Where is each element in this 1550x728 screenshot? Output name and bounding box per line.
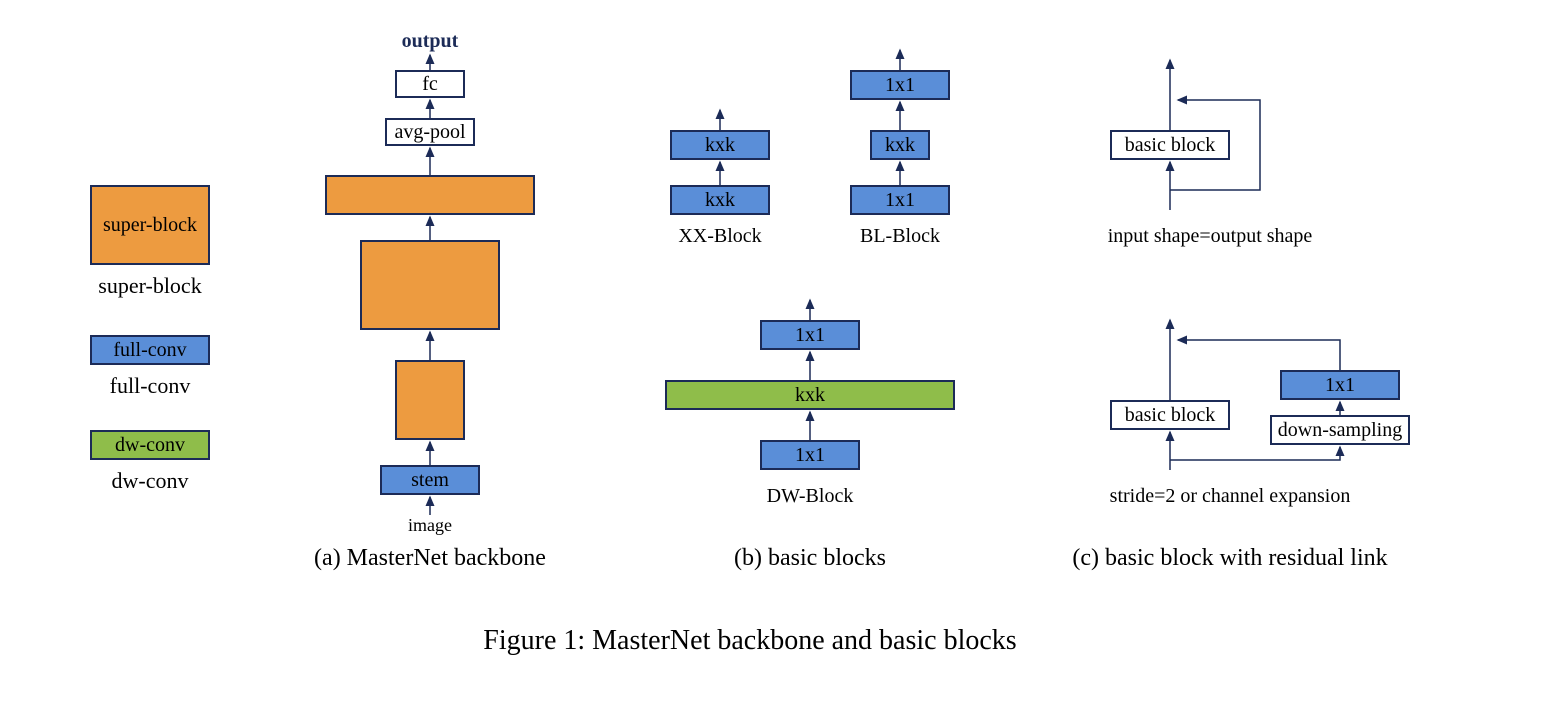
arrows-svg <box>0 0 1550 728</box>
